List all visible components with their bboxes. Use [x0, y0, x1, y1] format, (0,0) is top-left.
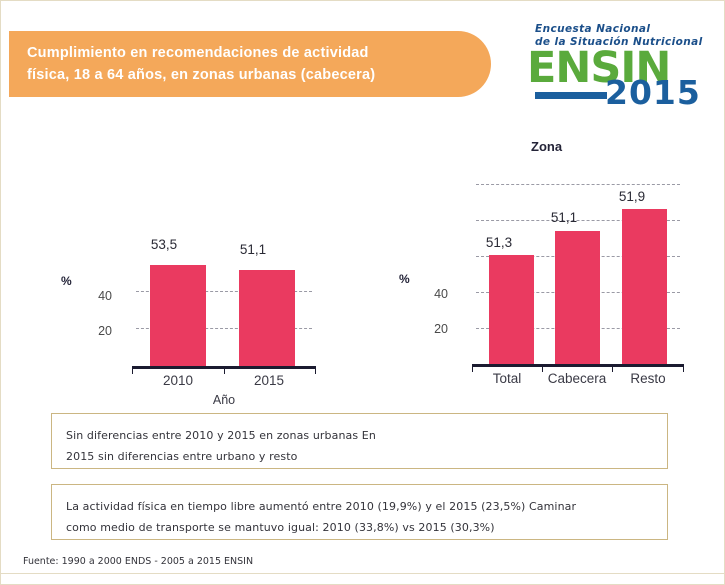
chart-zona-category-cabecera: Cabecera: [547, 371, 607, 386]
chart-zona-y-axis-unit: %: [399, 272, 410, 286]
chart-zona-x-axis: [472, 364, 684, 367]
note-box-findings: Sin diferencias entre 2010 y 2015 en zon…: [51, 413, 668, 469]
chart-zona-category-total: Total: [492, 371, 522, 386]
chart-zona-xtick-3: [683, 367, 684, 372]
chart-zona-bar-total[interactable]: [489, 255, 534, 364]
chart-year: % 40 20 53,5 51,1 2010 2015 Año: [56, 237, 376, 407]
logo-wordmark: ENSIN: [527, 43, 671, 93]
chart-year-category-2015: 2015: [253, 373, 285, 388]
chart-zona-gridline-80: [476, 220, 680, 221]
chart-year-bar-2010[interactable]: [150, 265, 206, 366]
logo-underline-bar: [535, 92, 607, 99]
logo-tagline-line-1: Encuesta Nacional: [535, 23, 651, 35]
chart-year-value-2010: 53,5: [150, 237, 178, 252]
chart-year-ytick-40: 40: [98, 289, 112, 303]
note-box-details: La actividad física en tiempo libre aume…: [51, 484, 668, 540]
chart-zona-gridline-100: [476, 184, 680, 185]
note-1-line-1: Sin diferencias entre 2010 y 2015 en zon…: [66, 429, 376, 442]
page-title: Cumplimiento en recomendaciones de activ…: [27, 42, 467, 86]
logo-year: 2015: [605, 73, 701, 112]
chart-zona-value-resto: 51,9: [618, 189, 646, 204]
chart-year-gridline-20: [136, 328, 312, 329]
logo-tagline-line-2: de la Situación Nutricional: [535, 36, 703, 48]
chart-zona-ytick-20: 20: [434, 322, 448, 336]
chart-year-xtick-mid: [224, 369, 225, 374]
chart-zona-bar-cabecera[interactable]: [555, 231, 600, 364]
chart-year-ytick-20: 20: [98, 324, 112, 338]
chart-year-x-axis: [132, 366, 316, 369]
footer-divider: [1, 573, 724, 574]
chart-zona-value-cabecera: 51,1: [550, 210, 578, 225]
chart-zona: Zona % 40 20 51,3 51,1 51,9 Total Cabece…: [396, 139, 701, 394]
chart-zona-title: Zona: [531, 139, 563, 154]
chart-year-plot-area: [136, 253, 312, 366]
note-2-line-2: como medio de transporte se mantuvo igua…: [66, 521, 495, 534]
chart-year-gridline-40: [136, 291, 312, 292]
note-1-line-2: 2015 sin diferencias entre urbano y rest…: [66, 450, 298, 463]
chart-zona-xtick-2: [612, 367, 613, 372]
chart-zona-xtick-1: [542, 367, 543, 372]
chart-year-bar-2015[interactable]: [239, 270, 295, 366]
source-footnote: Fuente: 1990 a 2000 ENDS - 2005 a 2015 E…: [23, 556, 254, 567]
chart-year-xtick-end: [315, 369, 316, 374]
title-banner: Cumplimiento en recomendaciones de activ…: [9, 31, 491, 97]
note-2-line-1: La actividad física en tiempo libre aume…: [66, 500, 577, 513]
chart-year-category-2010: 2010: [162, 373, 194, 388]
chart-zona-category-resto: Resto: [630, 371, 666, 386]
chart-year-value-2015: 51,1: [239, 242, 267, 257]
page-title-line-2: física, 18 a 64 años, en zonas urbanas (…: [27, 67, 376, 83]
chart-zona-plot-area: [476, 184, 680, 364]
chart-zona-bar-resto[interactable]: [622, 209, 667, 364]
chart-zona-xtick-0: [472, 367, 473, 372]
ensin-logo: Encuesta Nacional de la Situación Nutric…: [513, 19, 718, 115]
chart-zona-ytick-40: 40: [434, 287, 448, 301]
chart-year-y-axis-unit: %: [61, 274, 72, 288]
chart-year-xtick-start: [132, 369, 133, 374]
chart-zona-value-total: 51,3: [485, 235, 513, 250]
page-title-line-1: Cumplimiento en recomendaciones de activ…: [27, 45, 369, 61]
chart-year-x-axis-title: Año: [212, 393, 236, 407]
